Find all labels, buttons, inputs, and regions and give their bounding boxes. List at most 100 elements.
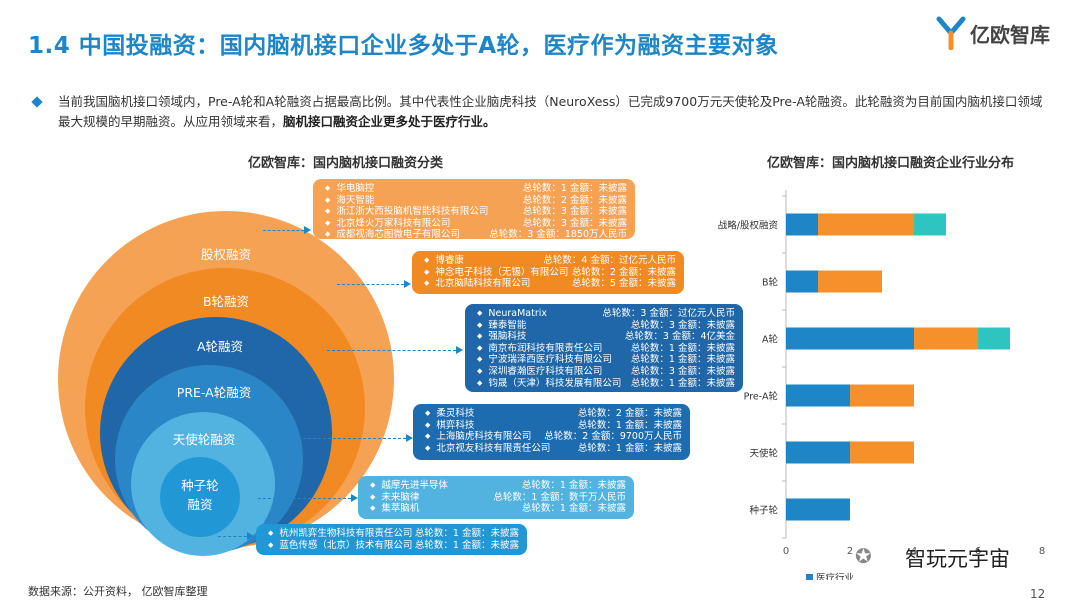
company-name: 华电脑控 [325, 183, 374, 195]
arrow-pre-a [303, 434, 413, 442]
company-row: 成都视海芯图微电子有限公司 总轮数：3 金额：1850万人民币 [325, 229, 627, 241]
bar-segment [786, 498, 850, 521]
company-name: 成都视海芯图微电子有限公司 [325, 229, 460, 241]
bar-segment [818, 213, 914, 236]
x-tick-label: 4 [911, 546, 917, 557]
company-row: 博睿康 总轮数：4 金额：过亿元人民币 [424, 255, 676, 267]
x-tick-label: 0 [783, 546, 789, 557]
company-row: NeuraMatrix 总轮数：3 金额：过亿元人民币 [477, 308, 735, 320]
bar-segment [818, 270, 882, 293]
company-name: 海天智能 [325, 195, 374, 207]
y-tick-label: 战略/股权融资 [718, 220, 779, 232]
bar-segment [786, 384, 850, 407]
logo-text: 亿欧智库 [970, 22, 1050, 47]
company-row: 华电脑控 总轮数：1 金额：未披露 [325, 183, 627, 195]
company-name: 南京布润科技有限责任公司 [477, 343, 602, 355]
company-name: 蓝色传感（北京）技术有限公司 [268, 540, 412, 552]
company-name: 集萃脑机 [370, 503, 419, 515]
company-row: 越摩先进半导体 总轮数：1 金额：未披露 [370, 480, 626, 492]
company-funding-info: 总轮数：3 金额：过亿元人民币 [602, 308, 735, 319]
company-row: 上海脑虎科技有限公司 总轮数：2 金额：9700万人民币 [425, 431, 682, 443]
y-tick-label: A轮 [762, 334, 778, 346]
company-name: 博睿康 [424, 255, 464, 267]
company-name: 钧晟（天津）科技发展有限公司 [477, 378, 621, 390]
company-name: 北京脑陆科技有限公司 [424, 278, 530, 290]
bar-segment [978, 327, 1010, 350]
company-funding-info: 总轮数：1 金额：未披露 [521, 503, 626, 515]
company-row: 未来脑律 总轮数：1 金额：数千万人民币 [370, 492, 626, 504]
company-funding-info: 总轮数：1 金额：数千万人民币 [493, 491, 626, 503]
company-row: 宁波瑞泽西医疗科技有限公司 总轮数：1 金额：未披露 [477, 354, 735, 366]
company-row: 北京脑陆科技有限公司 总轮数：5 金额：未披露 [424, 278, 676, 290]
bar-segment [786, 441, 850, 464]
legend-label: 医疗行业 [816, 572, 854, 580]
ring-label-a: A轮融资 [196, 339, 244, 354]
ring-label-angel: 天使轮融资 [172, 432, 236, 447]
company-funding-info: 总轮数：1 金额：未披露 [577, 442, 682, 454]
company-row: 海天智能 总轮数：2 金额：未披露 [325, 195, 627, 207]
company-name: 北京视友科技有限责任公司 [425, 443, 550, 455]
y-tick-label: Pre-A轮 [744, 391, 779, 403]
company-name: NeuraMatrix [477, 308, 547, 320]
left-chart-title: 亿欧智库：国内脑机接口融资分类 [248, 156, 444, 171]
diamond-bullet-icon [31, 96, 43, 108]
company-name: 未来脑律 [370, 492, 419, 504]
ring-label-equity: 股权融资 [200, 247, 252, 262]
company-funding-info: 总轮数：1 金额：未披露 [630, 377, 735, 389]
company-funding-info: 总轮数：2 金额：未披露 [571, 266, 676, 278]
wechat-icon: ✪ [855, 544, 872, 568]
company-row: 棋弈科技 总轮数：1 金额：未披露 [425, 420, 682, 432]
intro-bold: 脑机接口融资企业更多处于医疗行业。 [283, 114, 496, 129]
logo-icon [936, 16, 966, 51]
company-funding-info: 总轮数：2 金额：未披露 [577, 408, 682, 419]
company-row: 北京烽火万家科技有限公司 总轮数：3 金额：未披露 [325, 218, 627, 230]
company-name: 神念电子科技（无锡）有限公司 [424, 267, 568, 279]
company-name: 宁波瑞泽西医疗科技有限公司 [477, 354, 612, 366]
ring-label-financing: 融资 [187, 497, 213, 512]
company-funding-info: 总轮数：3 金额：4亿美金 [624, 331, 735, 343]
company-row: 北京视友科技有限责任公司 总轮数：1 金额：未披露 [425, 443, 682, 455]
company-funding-info: 总轮数：3 金额：未披露 [630, 365, 735, 377]
company-funding-info: 总轮数：3 金额：未披露 [630, 319, 735, 331]
source-note: 数据来源：公开资料， 亿欧智库整理 [28, 585, 208, 598]
company-funding-info: 总轮数：2 金额：9700万人民币 [544, 431, 682, 443]
company-name: 臻泰智能 [477, 320, 526, 332]
page-number: 12 [1030, 587, 1046, 601]
legend-swatch [806, 574, 813, 580]
company-name: 强脑科技 [477, 331, 526, 343]
arrow-a [327, 346, 463, 354]
arrow-equity [263, 226, 311, 234]
company-row: 强脑科技 总轮数：3 金额：4亿美金 [477, 331, 735, 343]
company-funding-info: 总轮数：1 金额：未披露 [577, 419, 682, 431]
arrow-b [337, 280, 411, 288]
company-row: 南京布润科技有限责任公司 总轮数：1 金额：未披露 [477, 343, 735, 355]
x-tick-label: 8 [1039, 546, 1045, 557]
bar-segment [786, 327, 914, 350]
intro-text: 当前我国脑机接口领域内，Pre-A轮和A轮融资占据最高比例。其中代表性企业脑虎科… [58, 94, 1043, 129]
company-name: 柔灵科技 [425, 408, 474, 420]
company-name: 越摩先进半导体 [370, 480, 448, 492]
company-funding-info: 总轮数：1 金额：未披露 [630, 342, 735, 354]
company-funding-info: 总轮数：1 金额：未披露 [522, 183, 627, 194]
company-row: 柔灵科技 总轮数：2 金额：未披露 [425, 408, 682, 420]
bar-segment [914, 327, 978, 350]
company-funding-info: 总轮数：1 金额：未披露 [630, 354, 735, 366]
ring-label-b: B轮融资 [202, 294, 250, 309]
company-row: 深圳睿瀚医疗科技有限公司 总轮数：3 金额：未披露 [477, 366, 735, 378]
intro-paragraph: 当前我国脑机接口领域内，Pre-A轮和A轮融资占据最高比例。其中代表性企业脑虎科… [31, 92, 1043, 132]
y-tick-label: B轮 [762, 277, 779, 289]
logo: 亿欧智库 [936, 16, 1050, 51]
bar-segment [850, 441, 914, 464]
ring-label-pre-a: PRE-A轮融资 [176, 385, 252, 400]
company-row: 集萃脑机 总轮数：1 金额：未披露 [370, 503, 626, 515]
right-chart-title: 亿欧智库：国内脑机接口融资企业行业分布 [767, 156, 1015, 171]
company-name: 浙江浙大西投脑机智能科技有限公司 [325, 206, 488, 218]
ring-label-seed: 种子轮 [181, 478, 219, 493]
company-name: 深圳睿瀚医疗科技有限公司 [477, 366, 602, 378]
company-funding-info: 总轮数：1 金额：未披露 [521, 480, 626, 491]
